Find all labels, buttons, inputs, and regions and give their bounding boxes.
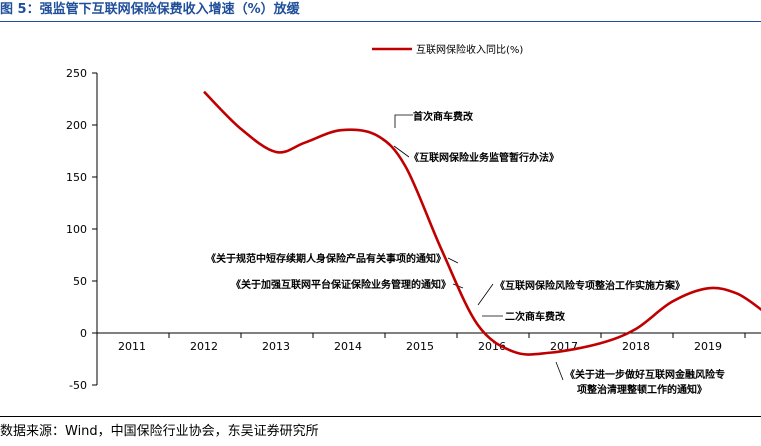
annotation-label: 《关于规范中短存续期人身保险产品有关事项的通知》 xyxy=(206,252,446,265)
footer-divider xyxy=(0,416,761,417)
y-tick-label: 200 xyxy=(66,119,87,132)
annotation-label: 项整治清理整顿工作的通知》 xyxy=(577,383,707,396)
x-tick-label: 2016 xyxy=(478,340,506,353)
annotation-label: 《关于进一步做好互联网金融风险专 xyxy=(565,368,725,381)
x-tick-label: 2012 xyxy=(190,340,218,353)
annotation-label: 首次商车费改 xyxy=(413,110,474,123)
y-tick-label: -50 xyxy=(69,379,87,392)
annotation-leader xyxy=(555,361,564,381)
legend-label: 互联网保险收入同比(%) xyxy=(416,43,523,56)
source-note: 数据来源：Wind，中国保险行业协会，东吴证券研究所 xyxy=(0,424,319,439)
annotation-leader xyxy=(394,114,413,128)
y-tick-label: 50 xyxy=(73,275,87,288)
y-tick-label: 150 xyxy=(66,171,87,184)
annotation-label: 《关于加强互联网平台保证保险业务管理的通知》 xyxy=(231,278,451,291)
x-tick-label: 2011 xyxy=(118,340,146,353)
annotation-leader xyxy=(393,145,410,158)
x-tick-label: 2013 xyxy=(262,340,290,353)
x-tick-label: 2019 xyxy=(694,340,722,353)
x-tick-label: 2015 xyxy=(406,340,434,353)
annotations: 首次商车费改《互联网保险业务监管暂行办法》《关于规范中短存续期人身保险产品有关事… xyxy=(206,110,725,396)
y-tick-label: 0 xyxy=(80,327,87,340)
annotation-label: 《互联网保险风险专项整治工作实施方案》 xyxy=(495,279,685,292)
x-tick-label: 2014 xyxy=(334,340,362,353)
x-tick-label: 2018 xyxy=(622,340,650,353)
annotation-label: 二次商车费改 xyxy=(505,310,566,323)
title-divider xyxy=(0,21,761,22)
figure-title: 图 5：强监管下互联网保险保费收入增速（%）放缓 xyxy=(0,2,300,17)
legend: 互联网保险收入同比(%) xyxy=(372,43,523,56)
annotation-leader xyxy=(447,257,459,264)
line-chart: -50 0 50 100 150 200 250 2011 2012 2013 2014 2015 20… xyxy=(66,43,761,396)
chart-axes: -50 0 50 100 150 200 250 2011 2012 2013 2014 2015 20… xyxy=(66,67,761,392)
y-tick-label: 250 xyxy=(66,67,87,80)
series-layer xyxy=(203,90,761,356)
annotation-leader xyxy=(477,283,494,306)
annotation-label: 《互联网保险业务监管暂行办法》 xyxy=(409,151,559,164)
y-tick-label: 100 xyxy=(66,223,87,236)
series-line xyxy=(203,90,761,356)
